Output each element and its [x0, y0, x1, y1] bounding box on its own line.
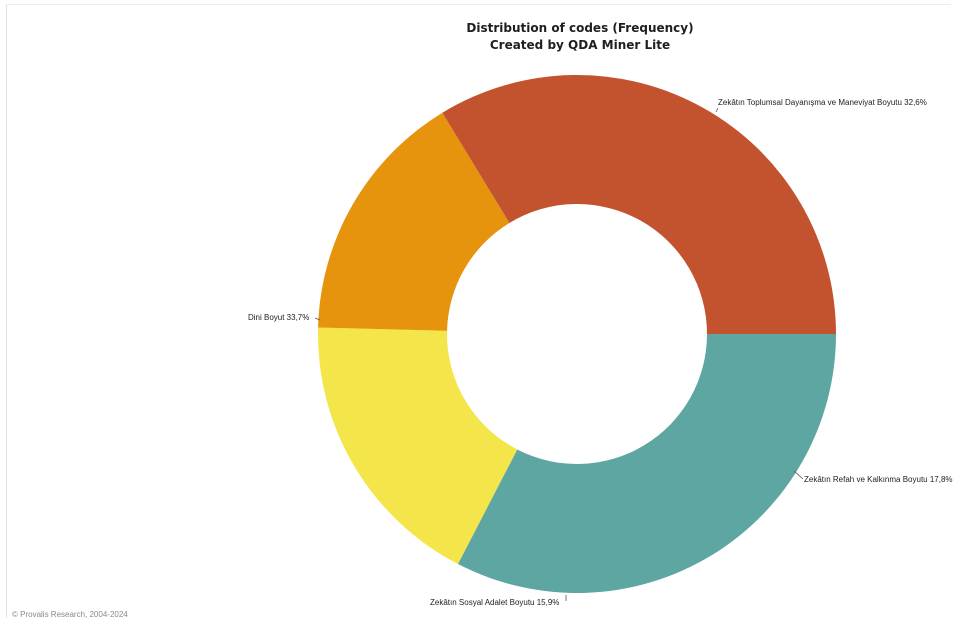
chart-title-block: Distribution of codes (Frequency) Create…	[0, 20, 955, 54]
leader-line-2	[793, 470, 804, 480]
slice-4	[442, 74, 836, 334]
leader-line-1	[715, 107, 719, 113]
chart-frame	[6, 4, 951, 618]
copyright-footer: © Provalis Research, 2004-2024	[12, 610, 128, 619]
chart-subtitle: Created by QDA Miner Lite	[489, 38, 671, 52]
slice-label-3: Zekâtın Sosyal Adalet Boyutu 15,9%	[430, 598, 559, 607]
leader-line-4	[314, 317, 321, 321]
leader-lines-group	[314, 107, 804, 601]
slice-label-4: Dini Boyut 33,7%	[248, 313, 309, 322]
slice-1	[457, 334, 836, 593]
slice-3	[318, 112, 510, 331]
slice-label-2: Zekâtın Refah ve Kalkınma Boyutu 17,8%	[804, 475, 953, 484]
chart-title: Distribution of codes (Frequency)	[466, 21, 694, 35]
slices-group	[318, 74, 836, 593]
slice-2	[318, 327, 518, 565]
labels-group: Zekâtın Toplumsal Dayanışma ve Maneviyat…	[248, 98, 953, 607]
slice-label-1: Zekâtın Toplumsal Dayanışma ve Maneviyat…	[718, 98, 927, 107]
